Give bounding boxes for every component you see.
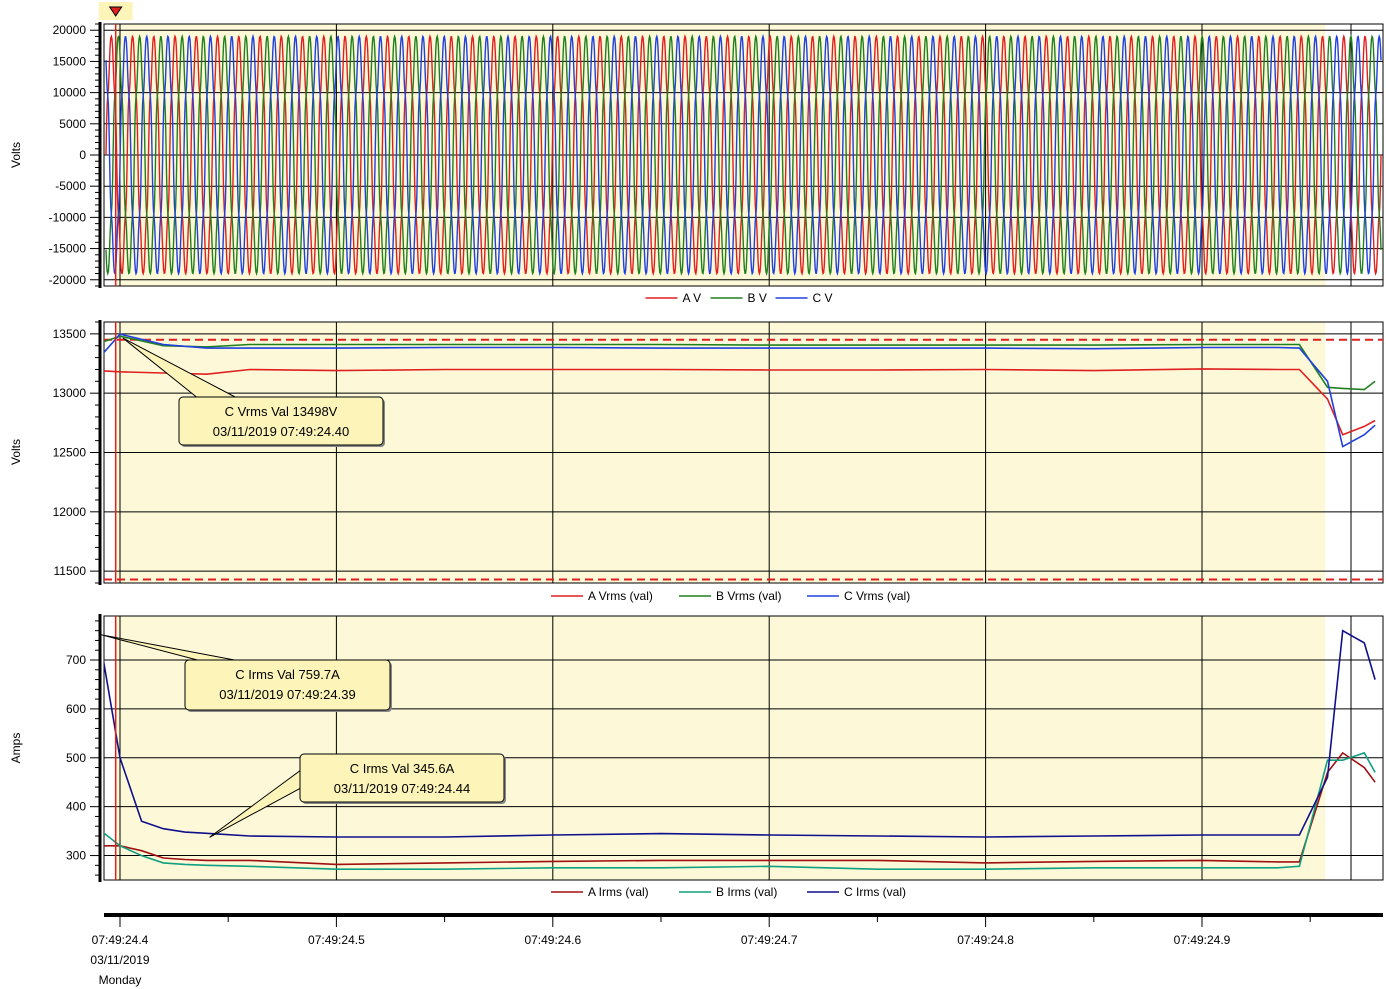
chart-panel-rms-current: 700 600 500 400 300 Amps A Irms (val) B Irms (v… bbox=[9, 614, 1384, 899]
y-axis-title: Volts bbox=[9, 142, 23, 168]
callout: C Irms Val 345.6A 03/11/2019 07:49:24.44 bbox=[209, 753, 506, 838]
y-tick-label: 11500 bbox=[54, 564, 87, 578]
time-tick-label: 07:49:24.5 bbox=[308, 933, 365, 947]
callout-box bbox=[178, 396, 384, 446]
y-tick-label: 0 bbox=[79, 148, 86, 162]
y-tick-label: 400 bbox=[66, 800, 86, 814]
series-line-c-irms-val- bbox=[104, 629, 1376, 838]
callout-box bbox=[299, 753, 505, 803]
callout-line2: 03/11/2019 07:49:24.44 bbox=[334, 781, 470, 796]
series-line-b-v bbox=[105, 33, 1382, 277]
chart-panel-rms-voltage: 13500 13000 12500 12000 11500 Volts A Vrms (va… bbox=[9, 320, 1384, 603]
callout-line1: C Irms Val 345.6A bbox=[350, 761, 455, 776]
y-tick-label: -10000 bbox=[49, 210, 87, 224]
time-tick-label: 07:49:24.6 bbox=[524, 933, 581, 947]
legend-label: C Irms (val) bbox=[844, 885, 906, 899]
cursor-marker-icon[interactable] bbox=[108, 6, 123, 17]
callout: C Vrms Val 13498V 03/11/2019 07:49:24.40 bbox=[122, 337, 385, 447]
y-tick-label: 15000 bbox=[53, 54, 87, 68]
series-line-b-vrms-val- bbox=[104, 335, 1376, 391]
time-tick-label: 07:49:24.7 bbox=[741, 933, 798, 947]
y-tick-label: 12500 bbox=[53, 446, 87, 460]
y-tick-label: 20000 bbox=[53, 23, 87, 37]
legend-label: B Vrms (val) bbox=[716, 589, 782, 603]
series-line-c-v bbox=[105, 33, 1382, 277]
callout-line2: 03/11/2019 07:49:24.39 bbox=[219, 687, 355, 702]
chart-panel-voltage-waveform: 20000 15000 10000 5000 0 -5000 -10000 -15000 -20… bbox=[9, 22, 1384, 305]
time-day-label: Monday bbox=[99, 973, 142, 987]
series-line-a-vrms-val- bbox=[104, 368, 1376, 436]
y-tick-label: 13000 bbox=[53, 386, 87, 400]
y-tick-label: 300 bbox=[66, 849, 86, 863]
legend-label: A V bbox=[683, 291, 702, 305]
y-axis-title: Amps bbox=[9, 733, 23, 764]
callout: C Irms Val 759.7A 03/11/2019 07:49:24.39 bbox=[101, 634, 392, 712]
y-tick-label: 600 bbox=[66, 702, 86, 716]
y-tick-label: -15000 bbox=[49, 242, 87, 256]
y-tick-label: 13500 bbox=[53, 327, 87, 341]
time-date-label: 03/11/2019 bbox=[90, 953, 149, 967]
y-tick-label: 700 bbox=[66, 653, 86, 667]
legend-label: A Vrms (val) bbox=[588, 589, 653, 603]
legend-label: A Irms (val) bbox=[588, 885, 649, 899]
legend-label: C Vrms (val) bbox=[844, 589, 910, 603]
legend-label: B V bbox=[748, 291, 767, 305]
legend-label: B Irms (val) bbox=[716, 885, 777, 899]
time-axis: 07:49:24.4 07:49:24.5 07:49:24.6 07:49:24.7… bbox=[90, 913, 1383, 987]
callout-line1: C Vrms Val 13498V bbox=[225, 404, 338, 419]
callout-line2: 03/11/2019 07:49:24.40 bbox=[213, 424, 349, 439]
y-tick-label: 5000 bbox=[59, 117, 86, 131]
legend-label: C V bbox=[813, 291, 833, 305]
y-tick-label: -20000 bbox=[49, 273, 87, 287]
time-tick-label: 07:49:24.9 bbox=[1174, 933, 1231, 947]
series-line-a-irms-val- bbox=[104, 751, 1376, 866]
y-tick-label: 12000 bbox=[53, 505, 87, 519]
callout-line1: C Irms Val 759.7A bbox=[235, 667, 340, 682]
time-tick-label: 07:49:24.8 bbox=[957, 933, 1014, 947]
legend: A Vrms (val) B Vrms (val) C Vrms (val) bbox=[551, 589, 910, 603]
y-tick-label: 500 bbox=[66, 751, 86, 765]
series-line-a-v bbox=[105, 33, 1382, 277]
y-tick-label: -5000 bbox=[55, 179, 86, 193]
highlight-band bbox=[115, 616, 1326, 880]
legend: A Irms (val) B Irms (val) C Irms (val) bbox=[551, 885, 906, 899]
series-line-c-vrms-val- bbox=[104, 333, 1376, 448]
plot-frame bbox=[103, 615, 1384, 881]
y-axis-title: Volts bbox=[9, 439, 23, 465]
callout-box bbox=[184, 659, 391, 711]
series-line-b-irms-val- bbox=[104, 751, 1376, 870]
y-tick-label: 10000 bbox=[53, 86, 87, 100]
time-tick-label: 07:49:24.4 bbox=[92, 933, 149, 947]
